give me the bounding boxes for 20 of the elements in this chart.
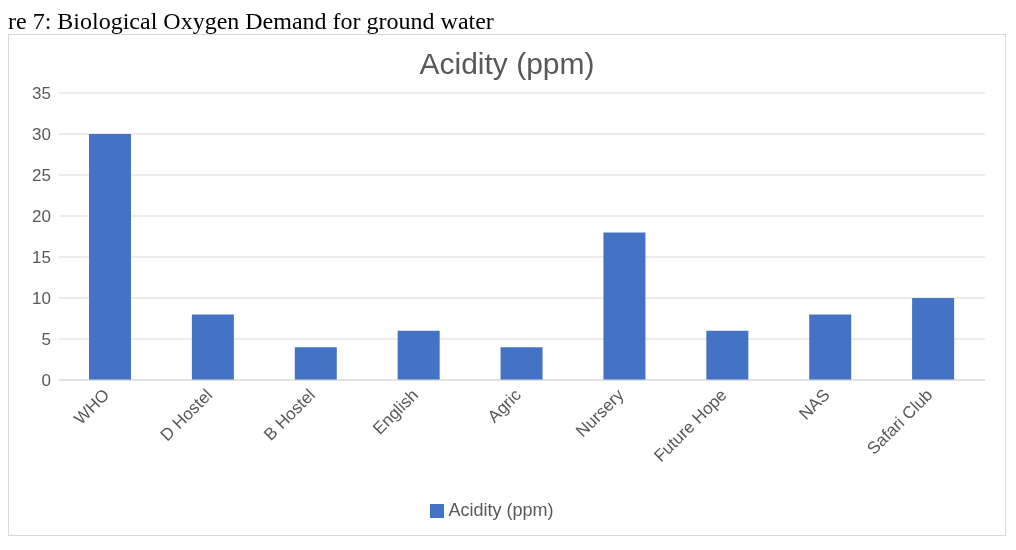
bar — [294, 347, 337, 380]
y-tick-label: 5 — [41, 330, 51, 350]
bar — [603, 232, 646, 380]
y-tick-label: 30 — [32, 125, 51, 145]
bar — [191, 314, 234, 380]
text: re 7: Biological Oxygen Demand for ground water — [8, 8, 495, 34]
legend-label: Acidity (ppm) — [448, 500, 554, 520]
y-tick-label: 25 — [32, 166, 51, 186]
y-tick-label: 0 — [41, 371, 51, 391]
y-tick-label: 10 — [32, 289, 51, 309]
bar — [912, 298, 955, 380]
bar — [706, 330, 749, 380]
chart-title: Acidity (ppm) — [418, 47, 596, 81]
bar — [500, 347, 543, 380]
bar — [89, 134, 131, 380]
bar — [809, 314, 852, 380]
bar — [397, 330, 440, 380]
y-tick-label: 15 — [32, 248, 51, 268]
y-tick-label: 35 — [32, 84, 51, 104]
y-tick-label: 20 — [32, 207, 51, 227]
